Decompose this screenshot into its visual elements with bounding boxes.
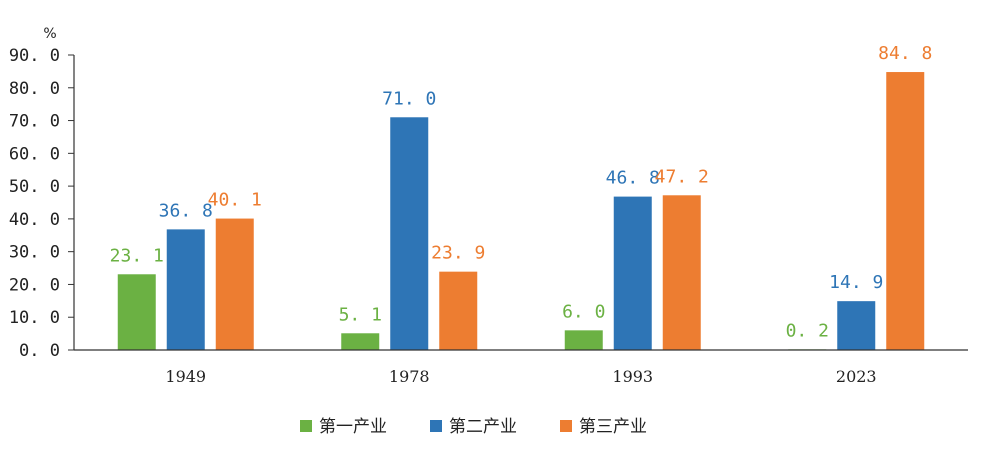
- data-label: 46. 8: [606, 168, 660, 189]
- bar-2-1993: [613, 196, 652, 350]
- data-label: 0. 2: [786, 320, 829, 341]
- y-tick-label: 90. 0: [9, 46, 60, 66]
- data-label: 23. 9: [431, 243, 485, 264]
- data-label: 5. 1: [339, 304, 382, 325]
- bar-3-1993: [662, 195, 701, 350]
- data-label: 23. 1: [110, 245, 164, 266]
- bar-1-1949: [117, 274, 156, 350]
- y-tick-label: 0. 0: [19, 341, 60, 361]
- data-label: 6. 0: [562, 301, 605, 322]
- bar-1-1993: [564, 330, 603, 350]
- y-tick-label: 80. 0: [9, 79, 60, 99]
- y-axis: 0. 0 10. 0 20. 0 30. 0 40. 0 50. 0 60. 0 70. 0 8…: [9, 46, 75, 361]
- legend-swatch: [430, 420, 442, 432]
- x-tick-label: 1993: [612, 367, 653, 386]
- y-tick-label: 20. 0: [9, 275, 60, 295]
- bar-3-1949: [215, 218, 254, 350]
- bar-2-2023: [837, 301, 876, 350]
- data-label: 47. 2: [655, 166, 709, 187]
- bar-3-2023: [886, 72, 925, 351]
- y-tick-label: 30. 0: [9, 243, 60, 263]
- bar-2-1978: [390, 117, 429, 351]
- legend: 第一产业 第二产业 第三产业: [300, 417, 647, 437]
- bar-1-1978: [341, 333, 380, 350]
- bar-2-1949: [166, 229, 205, 350]
- x-tick-label: 1978: [389, 367, 430, 386]
- y-tick-label: 50. 0: [9, 177, 60, 197]
- legend-label: 第二产业: [449, 417, 517, 437]
- data-label: 84. 8: [878, 43, 932, 64]
- legend-label: 第三产业: [579, 417, 647, 437]
- legend-swatch: [300, 420, 312, 432]
- data-label: 14. 9: [829, 272, 883, 293]
- legend-swatch: [560, 420, 572, 432]
- legend-label: 第一产业: [319, 417, 387, 437]
- x-tick-label: 2023: [836, 367, 877, 386]
- bar-3-1978: [439, 271, 478, 350]
- y-tick-label: 40. 0: [9, 210, 60, 230]
- y-tick-label: 10. 0: [9, 308, 60, 328]
- y-tick-label: 60. 0: [9, 144, 60, 164]
- data-label: 40. 1: [208, 190, 262, 211]
- y-axis-unit-label: %: [43, 26, 56, 42]
- data-label: 71. 0: [382, 88, 436, 109]
- bars-group: 23. 1 36. 840. 1 5. 1 71. 0 23. 9 6. 0 46. 847…: [110, 43, 932, 351]
- x-axis: 1949 1978 1993 2023: [165, 367, 876, 386]
- x-tick-label: 1949: [165, 367, 206, 386]
- data-label: 36. 8: [159, 200, 213, 221]
- y-tick-label: 70. 0: [9, 112, 60, 132]
